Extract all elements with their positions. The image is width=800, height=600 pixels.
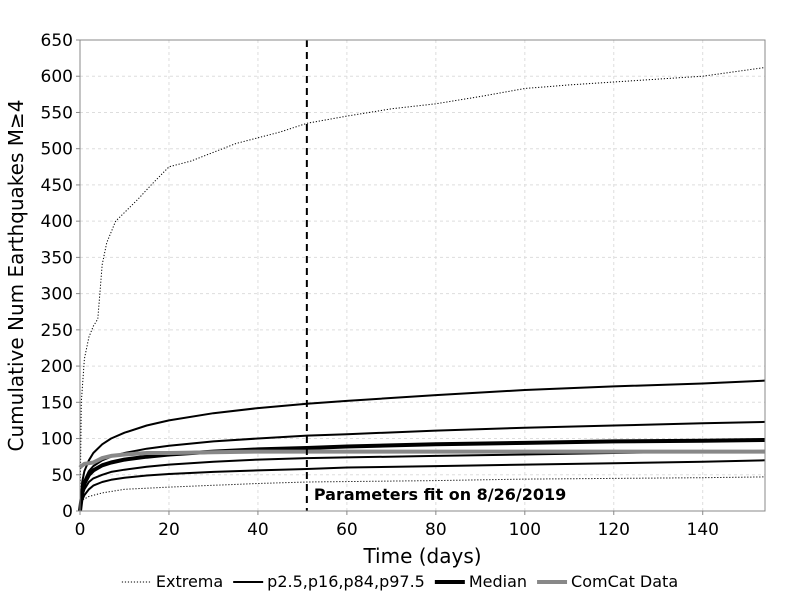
legend-label: Median (469, 572, 527, 591)
y-tick-label: 50 (51, 466, 73, 486)
y-tick-label: 150 (41, 393, 73, 413)
y-tick-label: 400 (41, 212, 73, 232)
series-line-0 (79, 67, 766, 512)
legend-label: p2.5,p16,p84,p97.5 (267, 572, 425, 591)
y-tick-label: 200 (41, 357, 73, 377)
x-axis-ticks: 0 20 40 60 80 100 120 140 (75, 511, 719, 540)
y-tick-label: 450 (41, 176, 73, 196)
y-tick-label: 100 (41, 430, 73, 450)
series-line-4 (79, 449, 766, 512)
y-tick-label: 350 (41, 248, 73, 268)
fit-date-annotation: Parameters fit on 8/26/2019 (314, 485, 566, 504)
annotation-layer: Parameters fit on 8/26/2019 (305, 40, 566, 511)
x-tick-label: 120 (598, 520, 630, 540)
y-tick-label: 500 (41, 140, 73, 160)
series-lines (78, 67, 766, 512)
x-tick-label: 20 (158, 520, 180, 540)
x-tick-label: 40 (247, 520, 269, 540)
legend-label: Extrema (156, 572, 223, 591)
series-line-2 (79, 379, 766, 512)
x-tick-label: 60 (336, 520, 358, 540)
x-tick-label: 0 (75, 520, 86, 540)
grid (80, 39, 765, 511)
x-axis-label: Time (days) (362, 544, 481, 568)
y-tick-label: 600 (41, 67, 73, 87)
y-axis-label: Cumulative Num Earthquakes M≥4 (4, 100, 28, 452)
plot-frame (79, 39, 766, 512)
y-tick-label: 550 (41, 103, 73, 123)
y-tick-label: 250 (41, 321, 73, 341)
legend-label: ComCat Data (571, 572, 678, 591)
y-axis-ticks: 0 50 100 150 200 250 300 350 400 450 500 550 600 650 (41, 31, 80, 522)
series-line-1 (79, 476, 766, 512)
x-tick-label: 140 (687, 520, 719, 540)
series-line-3 (79, 420, 766, 512)
series-line-7 (78, 449, 765, 469)
x-tick-label: 100 (509, 520, 541, 540)
legend: Extrema p2.5,p16,p84,p97.5 Median ComCat Da… (121, 572, 678, 591)
x-tick-label: 80 (425, 520, 447, 540)
y-tick-label: 650 (41, 31, 73, 51)
y-tick-label: 0 (62, 502, 73, 522)
y-tick-label: 300 (41, 285, 73, 305)
series-line-5 (79, 459, 766, 512)
